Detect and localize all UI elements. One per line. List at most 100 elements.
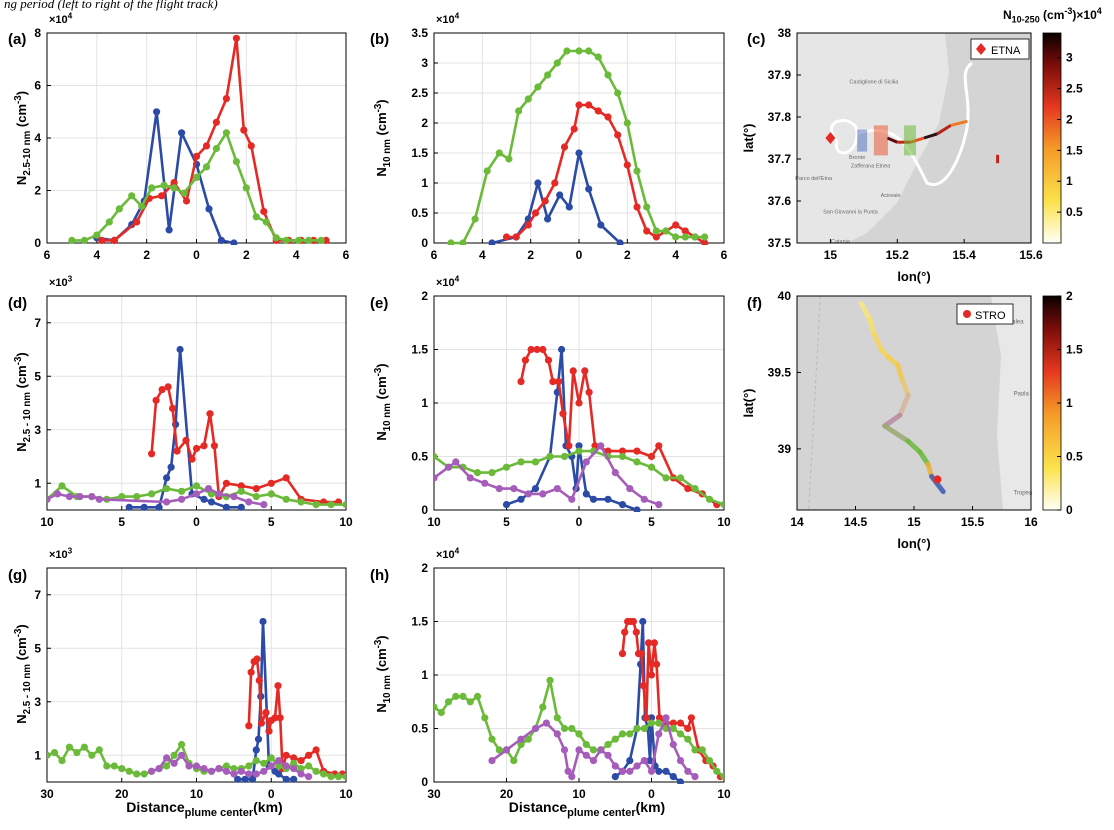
data-point-green (68, 236, 76, 244)
data-point-green (633, 167, 641, 175)
data-point-blue (207, 498, 216, 506)
data-point-green (282, 495, 290, 503)
data-point-green (65, 743, 73, 751)
tick-label-y: 1 (421, 396, 428, 410)
data-point-purple (204, 485, 213, 493)
data-point-red (645, 639, 653, 647)
data-point-purple (655, 730, 663, 738)
series-group (47, 345, 346, 511)
series-group (68, 34, 330, 245)
tick-label-y: 1 (421, 176, 428, 190)
panel-c: (c) Castiglione di Sicilia Bronte Zafferana… (741, 6, 1102, 284)
tick-label-y: 1.5 (411, 146, 428, 160)
data-point-red (192, 152, 201, 160)
panel-label-f: (f) (747, 295, 762, 312)
tick-label-x: 5 (118, 515, 125, 529)
data-point-green (633, 458, 641, 466)
track-segment (858, 301, 873, 322)
tick-label-x: 4 (672, 248, 679, 262)
axis-exponent: ×104 (49, 12, 73, 26)
data-point-purple (434, 474, 438, 482)
data-point-green (260, 759, 268, 767)
colorbar-tick-label: 3 (1066, 51, 1073, 65)
colorbar-tick-label: 0 (1066, 503, 1073, 517)
data-point-green (524, 95, 532, 103)
data-point-green (563, 47, 571, 55)
panel-label-b: (b) (370, 31, 389, 48)
data-point-purple (597, 746, 605, 754)
data-point-red (632, 628, 640, 636)
data-point-purple (245, 498, 253, 506)
data-point-green (604, 71, 612, 79)
data-point-red (551, 179, 559, 187)
data-point-green (320, 770, 328, 778)
series-line-blue (491, 151, 621, 245)
track-segment (886, 136, 898, 144)
data-point-green (88, 751, 96, 759)
data-point-green (495, 746, 503, 754)
colorbar-tick-label: 2 (1066, 289, 1073, 303)
tick-label-x: 20 (115, 787, 129, 801)
data-point-purple (148, 767, 156, 775)
data-point-red (148, 450, 156, 458)
tick-label-y: 4 (34, 131, 41, 145)
data-point-blue (282, 775, 290, 783)
data-point-green (110, 762, 118, 770)
data-point-blue (140, 503, 148, 511)
data-point-red (653, 660, 661, 668)
data-point-blue (611, 773, 619, 781)
data-point-purple (466, 474, 474, 482)
data-point-purple (553, 485, 561, 493)
data-point-red (260, 207, 268, 216)
data-point-green (295, 236, 303, 244)
data-point-red (531, 209, 540, 217)
data-point-green (517, 740, 525, 749)
data-point-red (265, 727, 273, 735)
data-point-red (517, 378, 525, 386)
data-point-purple (47, 495, 51, 503)
data-point-purple (230, 493, 238, 501)
data-point-green (672, 233, 680, 241)
data-point-green (544, 71, 552, 79)
y-axis-label: N10 nm (cm-3) (373, 363, 393, 440)
data-point-green (222, 129, 230, 137)
data-point-red (549, 378, 557, 386)
tick-label-x: 2 (143, 248, 150, 262)
map-place-label: Bronte (849, 155, 865, 161)
data-point-red (647, 452, 656, 461)
data-point-blue (646, 757, 654, 765)
data-point-red (252, 485, 260, 493)
data-point-red (555, 378, 563, 386)
x-axis-label: lon(°) (897, 269, 930, 284)
colorbar-tick-label: 0.5 (1066, 205, 1083, 219)
y-axis-label-text: lat(°) (741, 123, 756, 152)
data-point-green (297, 765, 305, 773)
colorbar-tick-label: 1.5 (1066, 143, 1083, 157)
data-point-red (642, 714, 651, 722)
data-point-purple (275, 757, 283, 765)
data-point-red (206, 410, 214, 418)
data-point-red (164, 383, 172, 391)
tick-label-x: 5 (503, 515, 510, 529)
data-point-red (594, 107, 602, 115)
tick-label-x: 6 (721, 248, 728, 262)
data-point-purple (200, 765, 208, 773)
series-line-purple (151, 753, 310, 778)
data-point-green (252, 757, 260, 765)
data-point-red (655, 442, 663, 450)
tick-label-y: 3 (421, 56, 428, 70)
data-point-purple (560, 746, 569, 754)
data-point-purple (640, 495, 648, 503)
axis-exponent: ×104 (436, 275, 460, 289)
tick-label-y: 2 (421, 561, 428, 575)
data-point-green (539, 703, 547, 711)
data-point-blue (531, 485, 540, 493)
data-point-green (515, 107, 523, 115)
data-point-blue (254, 735, 263, 743)
track-segment (899, 377, 911, 398)
data-point-red (182, 197, 191, 205)
data-point-green (662, 227, 670, 235)
data-point-green (342, 501, 346, 509)
tick-label-x: 20 (500, 787, 514, 801)
